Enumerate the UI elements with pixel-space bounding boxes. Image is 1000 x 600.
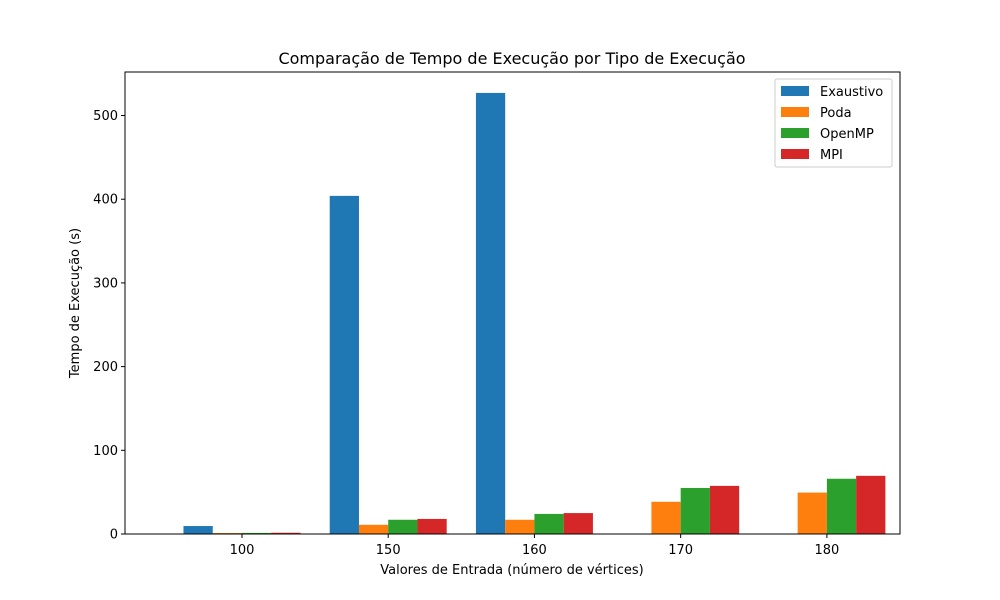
bar-poda-170 bbox=[651, 501, 681, 534]
legend-swatch-openmp bbox=[781, 128, 809, 138]
bar-openmp-100 bbox=[241, 532, 272, 534]
y-axis-label: Tempo de Execução (s) bbox=[68, 228, 83, 379]
bar-mpi-180 bbox=[856, 475, 886, 534]
bar-poda-160 bbox=[505, 519, 535, 534]
bar-openmp-160 bbox=[534, 513, 564, 534]
bar-mpi-150 bbox=[417, 518, 447, 534]
x-tick-label: 180 bbox=[814, 543, 839, 558]
x-tick-label: 160 bbox=[522, 543, 547, 558]
bar-mpi-100 bbox=[271, 532, 301, 534]
legend-label-exaustivo: Exaustivo bbox=[820, 85, 883, 100]
bar-openmp-170 bbox=[680, 487, 710, 534]
legend-swatch-exaustivo bbox=[781, 86, 809, 96]
x-axis-label: Valores de Entrada (número de vértices) bbox=[380, 563, 643, 578]
bar-openmp-150 bbox=[388, 519, 418, 534]
legend-swatch-poda bbox=[781, 107, 809, 117]
chart-title: Comparação de Tempo de Execução por Tipo… bbox=[278, 49, 745, 68]
legend-box bbox=[774, 78, 893, 168]
y-tick-label: 100 bbox=[93, 444, 118, 459]
legend-label-openmp: OpenMP bbox=[820, 127, 874, 142]
x-tick-label: 150 bbox=[376, 543, 401, 558]
bar-mpi-170 bbox=[709, 485, 740, 535]
legend-swatch-mpi bbox=[781, 149, 809, 159]
y-tick-label: 300 bbox=[93, 276, 118, 291]
y-tick-label: 500 bbox=[93, 109, 118, 124]
legend: Exaustivo Poda OpenMP MPI bbox=[774, 78, 893, 168]
y-tick-label: 200 bbox=[93, 360, 118, 375]
plot-frame bbox=[124, 71, 901, 535]
bars-layer bbox=[183, 92, 886, 535]
bar-exaustivo-100 bbox=[183, 526, 213, 534]
bar-openmp-180 bbox=[826, 478, 857, 534]
y-tick-label: 0 bbox=[110, 528, 118, 543]
x-tick-label: 170 bbox=[668, 543, 693, 558]
bar-mpi-160 bbox=[563, 513, 593, 534]
x-tick-label: 100 bbox=[230, 543, 255, 558]
legend-label-mpi: MPI bbox=[820, 148, 843, 163]
y-tick-label: 400 bbox=[93, 193, 118, 208]
bar-exaustivo-150 bbox=[329, 195, 359, 534]
bar-poda-180 bbox=[797, 492, 827, 534]
bar-exaustivo-160 bbox=[475, 92, 506, 535]
y-axis: 0 100 200 300 400 500 bbox=[93, 109, 125, 543]
bar-poda-150 bbox=[358, 524, 389, 534]
x-axis: 100 150 160 170 180 bbox=[230, 534, 839, 558]
legend-label-poda: Poda bbox=[820, 106, 852, 121]
